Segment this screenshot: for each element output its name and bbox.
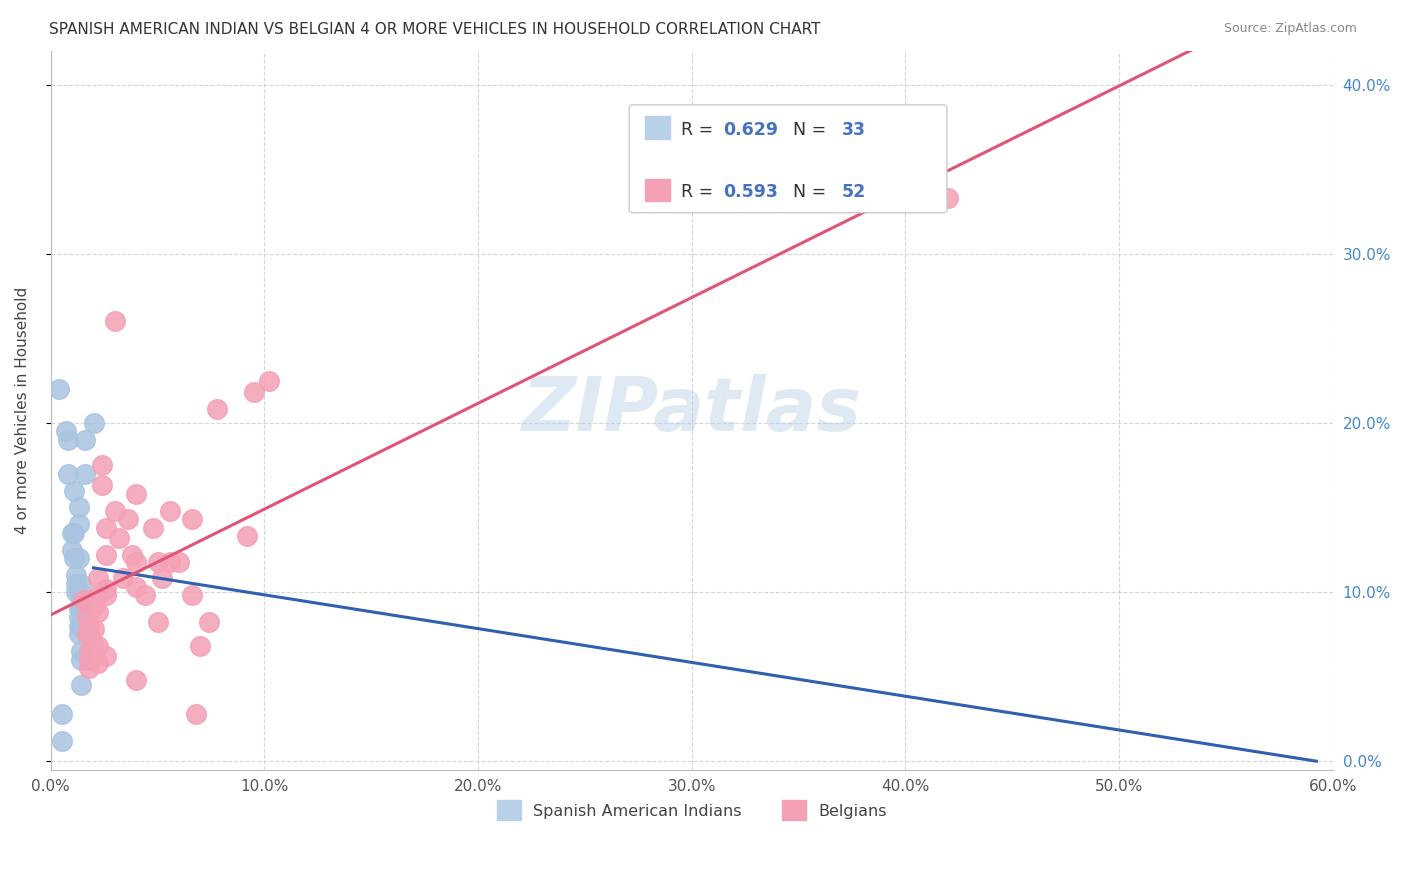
Point: [180, 512, 202, 526]
Text: 0.593: 0.593: [724, 183, 779, 202]
Point: [125, 487, 148, 501]
Point: [69, 602, 91, 616]
Text: ZIPatlas: ZIPatlas: [522, 374, 862, 447]
Point: [180, 588, 202, 602]
Point: [67, 602, 90, 616]
Point: [243, 385, 266, 400]
Point: [56, 467, 79, 481]
Point: [67, 585, 90, 599]
Point: [65, 576, 87, 591]
Point: [150, 572, 173, 586]
Point: [167, 555, 190, 569]
Point: [87, 588, 110, 602]
Point: [79, 644, 101, 658]
Point: [56, 433, 79, 447]
Point: [125, 555, 148, 569]
Text: SPANISH AMERICAN INDIAN VS BELGIAN 4 OR MORE VEHICLES IN HOUSEHOLD CORRELATION C: SPANISH AMERICAN INDIAN VS BELGIAN 4 OR …: [49, 22, 821, 37]
Point: [142, 521, 165, 535]
Point: [79, 593, 101, 607]
Point: [159, 504, 181, 518]
Point: [76, 627, 98, 641]
Point: [67, 551, 90, 566]
Point: [83, 639, 105, 653]
Point: [76, 610, 98, 624]
Point: [65, 568, 87, 582]
Point: [79, 627, 101, 641]
Point: [146, 615, 169, 630]
Point: [87, 605, 110, 619]
Point: [60, 525, 83, 540]
Point: [55, 425, 77, 439]
Point: [67, 500, 90, 515]
Point: [73, 467, 96, 481]
Point: [96, 588, 118, 602]
Point: [79, 661, 101, 675]
Legend: Spanish American Indians, Belgians: Spanish American Indians, Belgians: [491, 794, 893, 826]
Point: [91, 478, 114, 492]
Point: [146, 555, 169, 569]
Point: [96, 548, 118, 562]
Point: [65, 585, 87, 599]
Point: [72, 593, 94, 607]
Point: [67, 610, 90, 624]
Point: [190, 639, 212, 653]
Text: 33: 33: [842, 120, 866, 139]
Point: [257, 374, 280, 388]
Point: [60, 542, 83, 557]
Point: [108, 531, 131, 545]
Point: [104, 504, 127, 518]
Point: [184, 706, 207, 721]
Point: [87, 639, 110, 653]
Point: [236, 529, 259, 543]
Point: [63, 483, 86, 498]
Point: [72, 619, 94, 633]
Text: R =: R =: [682, 183, 718, 202]
Point: [112, 572, 135, 586]
Point: [121, 548, 143, 562]
Text: N =: N =: [782, 183, 832, 202]
Point: [51, 706, 73, 721]
Point: [69, 678, 91, 692]
Text: 52: 52: [842, 183, 866, 202]
Point: [79, 653, 101, 667]
Point: [67, 619, 90, 633]
Point: [69, 576, 91, 591]
Point: [69, 644, 91, 658]
Point: [125, 580, 148, 594]
Y-axis label: 4 or more Vehicles in Household: 4 or more Vehicles in Household: [15, 286, 30, 533]
Point: [91, 458, 114, 472]
Point: [134, 588, 156, 602]
Point: [87, 656, 110, 670]
Point: [69, 653, 91, 667]
Point: [936, 191, 959, 205]
Point: [69, 593, 91, 607]
Point: [83, 599, 105, 613]
Point: [117, 512, 139, 526]
Point: [198, 615, 221, 630]
Point: [87, 572, 110, 586]
Point: [96, 582, 118, 596]
Text: 0.629: 0.629: [724, 120, 779, 139]
Point: [96, 521, 118, 535]
Point: [48, 382, 70, 396]
Point: [67, 517, 90, 532]
Point: [63, 551, 86, 566]
Point: [159, 555, 181, 569]
Point: [125, 673, 148, 687]
Text: Source: ZipAtlas.com: Source: ZipAtlas.com: [1223, 22, 1357, 36]
Text: R =: R =: [682, 120, 718, 139]
Point: [63, 525, 86, 540]
Point: [104, 314, 127, 328]
Text: N =: N =: [782, 120, 832, 139]
Point: [51, 734, 73, 748]
Point: [69, 619, 91, 633]
Point: [96, 649, 118, 664]
Point: [67, 627, 90, 641]
Point: [73, 433, 96, 447]
Point: [79, 619, 101, 633]
Point: [83, 622, 105, 636]
Point: [83, 416, 105, 430]
Point: [207, 402, 229, 417]
